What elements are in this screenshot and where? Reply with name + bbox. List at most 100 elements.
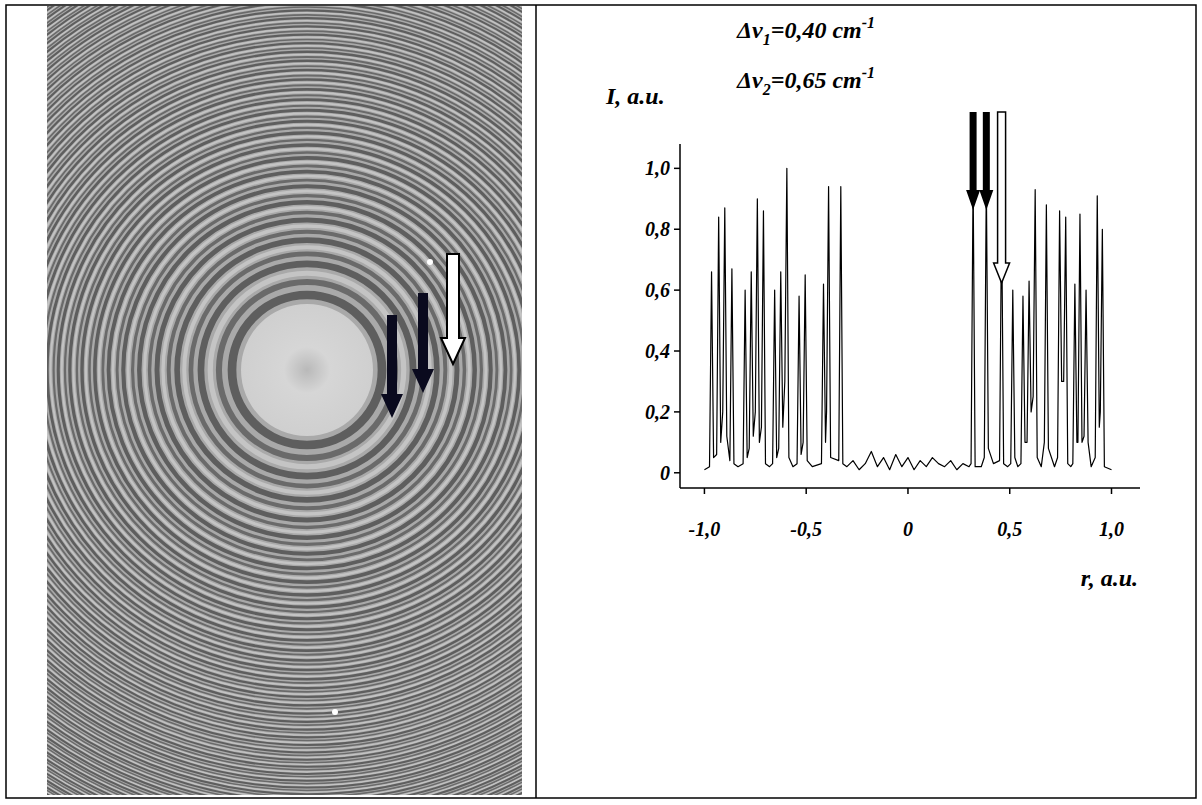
y-tick-label: 0,6: [645, 279, 670, 301]
x-tick: [907, 488, 909, 494]
light-ring: [163, 226, 451, 514]
dark-ring: [47, 43, 522, 697]
y-tick-label: 1,0: [645, 157, 670, 179]
dark-ring: [133, 196, 482, 545]
dark-ring: [47, 6, 522, 795]
dark-ring: [47, 6, 522, 795]
dark-ring: [47, 6, 522, 760]
light-ring: [210, 273, 403, 466]
plot-area: [704, 168, 1111, 469]
y-tick: [674, 168, 680, 170]
light-ring: [47, 103, 522, 637]
annotation-text: =0,65 cm: [771, 67, 862, 93]
dark-ring: [77, 140, 522, 600]
light-ring: [73, 136, 522, 603]
dark-ring: [47, 26, 522, 713]
x-tick: [1009, 488, 1011, 494]
light-ring: [47, 6, 522, 779]
dark-ring: [201, 264, 413, 476]
dark-ring: [47, 6, 522, 794]
dark-ring: [47, 6, 522, 795]
light-ring: [184, 247, 430, 493]
dark-ring: [47, 6, 522, 795]
dark-ring: [219, 282, 395, 458]
dark-ring: [117, 180, 497, 560]
light-ring: [47, 6, 522, 795]
annotation-text: =0,40 cm: [771, 17, 862, 43]
light-ring: [47, 6, 522, 795]
figure: -1,0-0,500,51,000,20,40,60,81,0I, a.u.r,…: [0, 0, 1202, 805]
light-ring: [47, 82, 522, 657]
dark-ring: [47, 6, 522, 795]
light-ring: [113, 176, 501, 564]
light-ring: [128, 191, 486, 549]
annotation: Δν1=0,40 cm-1: [736, 14, 875, 48]
light-ring: [47, 6, 522, 750]
dark-ring: [47, 10, 522, 729]
y-tick-label: 0,8: [645, 218, 670, 240]
dark-ring: [47, 57, 522, 683]
light-ring: [47, 6, 522, 795]
dark-ring: [47, 6, 522, 795]
x-tick-label: -0,5: [790, 518, 822, 540]
annotation-sup: -1: [862, 64, 875, 81]
y-tick: [674, 472, 680, 474]
dark-ring: [47, 31, 522, 709]
annotation-symbol: Δν: [736, 17, 763, 43]
dark-ring: [95, 158, 519, 582]
x-axis-title: r, a.u.: [1081, 565, 1138, 591]
dark-ring: [47, 6, 522, 795]
light-ring: [145, 208, 470, 533]
light-ring: [47, 6, 522, 758]
light-ring: [47, 6, 522, 795]
dark-ring: [82, 145, 522, 595]
light-ring: [47, 6, 522, 795]
dark-ring: [47, 6, 522, 795]
dark-ring: [47, 6, 522, 795]
dark-ring: [47, 6, 522, 795]
dark-ring: [47, 6, 522, 795]
y-tick: [674, 350, 680, 352]
annotation: Δν2=0,65 cm-1: [736, 64, 875, 98]
dark-ring: [47, 6, 522, 781]
annotation-sub: 1: [763, 31, 771, 48]
light-ring: [47, 21, 522, 720]
dark-ring: [47, 89, 522, 650]
dark-ring: [47, 15, 522, 725]
dark-ring: [70, 133, 522, 607]
dark-ring: [47, 76, 522, 665]
peak-arrow: [979, 112, 993, 210]
dark-ring: [47, 6, 522, 745]
dark-ring: [177, 240, 437, 500]
light-ring: [47, 6, 522, 795]
light-ring: [47, 6, 522, 735]
dark-ring: [47, 66, 522, 674]
light-ring: [47, 6, 522, 795]
light-ring: [47, 6, 522, 795]
light-ring: [47, 37, 522, 703]
y-tick-label: 0: [660, 462, 670, 484]
annotation-sub: 2: [762, 81, 771, 98]
dark-ring: [47, 6, 522, 790]
dark-ring: [47, 6, 522, 795]
dark-ring: [47, 52, 522, 688]
ring-photo: [47, 6, 522, 795]
central-spot: [241, 304, 373, 436]
dark-ring: [47, 35, 522, 706]
dark-ring: [232, 295, 382, 445]
dark-ring: [47, 6, 522, 795]
dark-ring: [47, 6, 522, 795]
x-tick-label: 0,5: [997, 518, 1022, 540]
dark-ring: [47, 6, 522, 795]
dark-ring: [47, 6, 522, 795]
dark-ring: [47, 6, 522, 795]
dark-ring: [47, 6, 522, 795]
light-ring: [86, 149, 522, 591]
dark-ring: [47, 6, 522, 767]
dark-ring: [109, 172, 506, 569]
dark-ring: [54, 117, 522, 624]
y-tick-label: 0,4: [645, 340, 670, 362]
light-ring: [47, 54, 522, 685]
light-ring: [62, 125, 522, 616]
dark-ring: [47, 6, 522, 795]
